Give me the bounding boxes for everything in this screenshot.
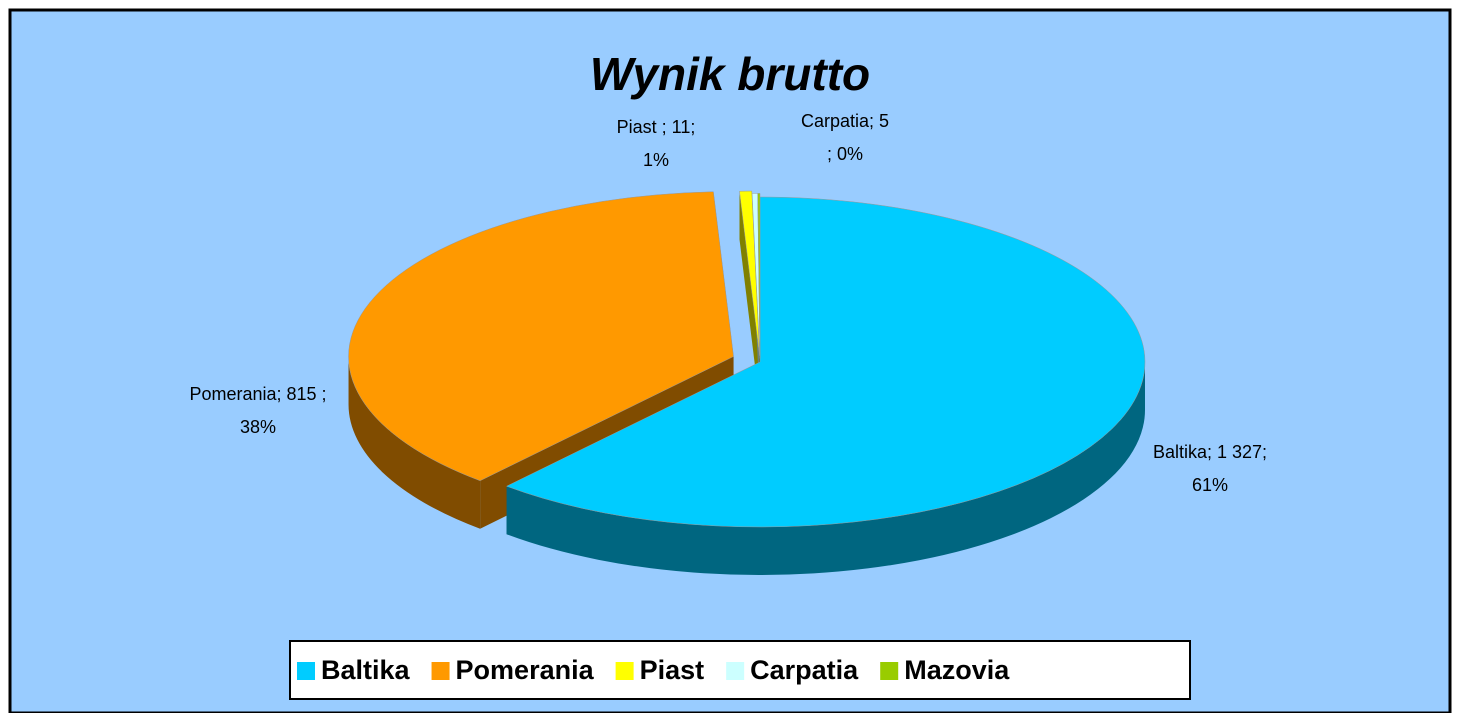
legend-swatch xyxy=(615,662,634,680)
legend-label: Mazovia xyxy=(904,655,1010,685)
slice-face xyxy=(739,191,760,405)
data-label: 61% xyxy=(1192,475,1228,495)
slice xyxy=(739,190,760,357)
legend-label: Carpatia xyxy=(750,655,859,685)
slice-side xyxy=(348,356,481,529)
legend-label: Piast xyxy=(640,655,705,685)
legend-swatch xyxy=(431,662,450,680)
data-label: ; 0% xyxy=(827,144,863,164)
slice xyxy=(505,196,1146,528)
legend-items: Baltika Pomerania Piast Carpatia Mazovia xyxy=(297,655,1010,685)
data-label: Carpatia; 5 xyxy=(801,111,889,131)
data-label: 38% xyxy=(240,417,276,437)
legend-swatch xyxy=(297,662,315,680)
data-label: Baltika; 1 327; xyxy=(1153,442,1267,462)
legend-swatch xyxy=(726,662,745,680)
legend-swatch xyxy=(880,662,899,680)
legend-label: Baltika xyxy=(321,655,411,685)
data-label: Piast ; 11; xyxy=(617,117,696,137)
data-label: 1% xyxy=(643,150,669,170)
slice xyxy=(757,193,761,359)
chart-title: Wynik brutto xyxy=(590,48,870,100)
legend-label: Pomerania xyxy=(456,655,595,685)
data-label: Pomerania; 815 ; xyxy=(189,384,326,404)
slice-side xyxy=(506,362,1145,575)
slice xyxy=(348,191,734,481)
